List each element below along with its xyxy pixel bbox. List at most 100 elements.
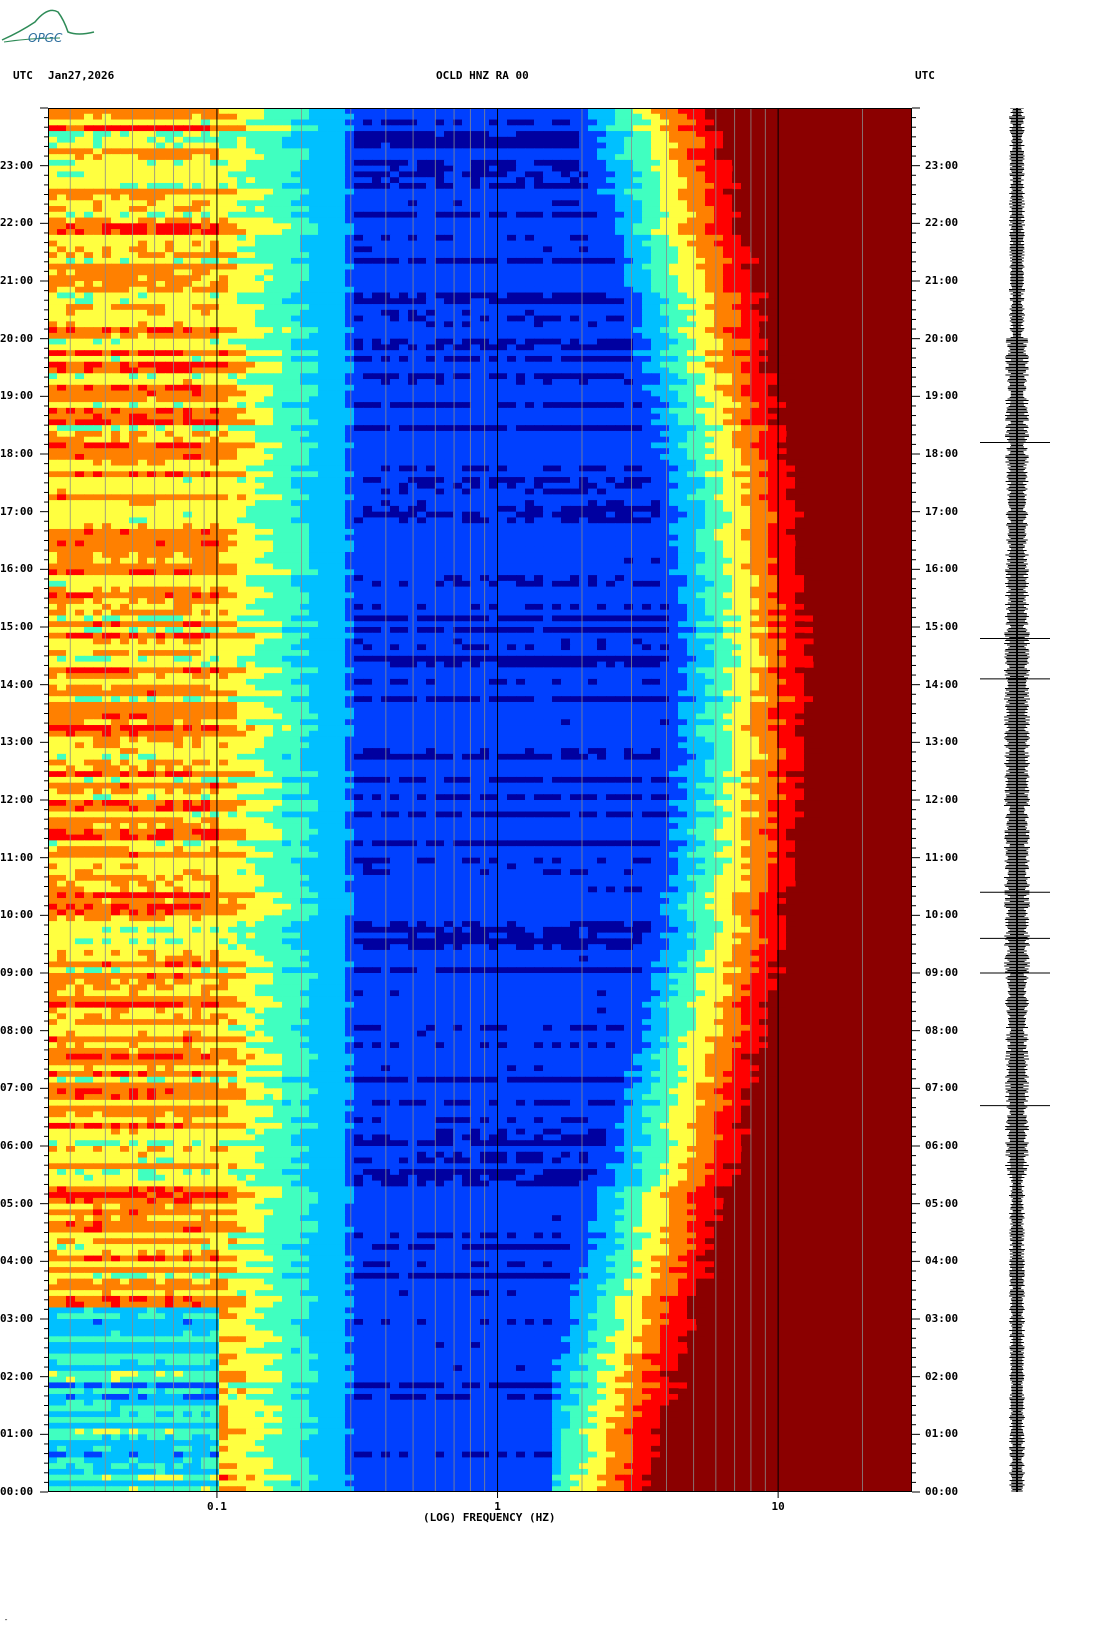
spectrogram-cell xyxy=(624,131,634,138)
spectrogram-cell xyxy=(462,454,472,461)
spectrogram-cell xyxy=(120,136,130,143)
spectrogram-cell xyxy=(426,436,436,443)
spectrogram-cell xyxy=(165,223,175,230)
spectrogram-cell xyxy=(696,200,706,207)
spectrogram-cell xyxy=(102,373,112,380)
spectrogram-cell xyxy=(246,136,256,143)
spectrogram-cell xyxy=(93,286,103,293)
spectrogram-cell xyxy=(102,165,112,172)
spectrogram-cell xyxy=(453,459,463,466)
spectrogram-cell xyxy=(723,275,733,282)
spectrogram-cell xyxy=(57,465,67,472)
spectrogram-cell xyxy=(93,407,103,415)
spectrogram-cell xyxy=(471,407,481,415)
spectrogram-cell xyxy=(678,125,688,132)
spectrogram-cell xyxy=(273,298,283,305)
spectrogram-cell xyxy=(597,177,607,184)
spectrogram-cell xyxy=(642,275,652,282)
spectrogram-cell xyxy=(642,182,652,190)
spectrogram-cell xyxy=(174,367,184,374)
spectrogram-cell xyxy=(687,430,697,438)
spectrogram-cell xyxy=(642,379,652,386)
spectrogram-cell xyxy=(318,234,328,242)
spectrogram-cell xyxy=(201,246,211,253)
spectrogram-cell xyxy=(579,246,589,253)
spectrogram-cell xyxy=(354,436,364,443)
spectrogram-cell xyxy=(579,223,589,230)
spectrogram-cell xyxy=(84,136,94,143)
spectrogram-cell xyxy=(219,367,229,374)
spectrogram-cell xyxy=(255,182,265,190)
spectrogram-cell xyxy=(174,257,184,265)
spectrogram-cell xyxy=(120,344,130,351)
spectrogram-cell xyxy=(678,419,688,426)
spectrogram-cell xyxy=(660,211,670,218)
spectrogram-cell xyxy=(111,355,121,363)
spectrogram-cell xyxy=(723,298,733,305)
spectrogram-cell xyxy=(363,419,373,426)
spectrogram-cell xyxy=(417,165,427,172)
spectrogram-cell xyxy=(309,379,319,386)
spectrogram-cell xyxy=(57,384,67,391)
spectrogram-cell xyxy=(588,229,598,236)
spectrogram-cell xyxy=(210,229,220,236)
spectrogram-cell xyxy=(741,361,751,368)
spectrogram-cell xyxy=(48,171,58,178)
spectrogram-cell xyxy=(210,159,220,167)
spectrogram-cell xyxy=(678,332,688,340)
spectrogram-cell xyxy=(57,252,67,259)
spectrogram-cell xyxy=(642,292,652,299)
spectrogram-cell xyxy=(129,309,139,316)
spectrogram-cell xyxy=(543,459,553,466)
spectrogram-cell xyxy=(759,367,769,374)
spectrogram-cell xyxy=(759,373,769,380)
spectrogram-cell xyxy=(372,459,382,466)
spectrogram-cell xyxy=(606,315,616,322)
spectrogram-cell xyxy=(93,321,103,328)
spectrogram-cell xyxy=(246,327,256,334)
spectrogram-cell xyxy=(228,113,238,120)
spectrogram-cell xyxy=(543,252,553,259)
spectrogram-cell xyxy=(363,200,373,207)
spectrogram-cell xyxy=(651,338,661,345)
spectrogram-cell xyxy=(201,154,211,161)
spectrogram-cell xyxy=(138,142,148,149)
spectrogram-cell xyxy=(570,332,580,340)
spectrogram-cell xyxy=(57,246,67,253)
spectrogram-cell xyxy=(498,171,508,178)
spectrogram-cell xyxy=(507,240,517,247)
spectrogram-cell xyxy=(219,108,229,115)
spectrogram-cell xyxy=(210,286,220,293)
spectrogram-cell xyxy=(120,298,130,305)
spectrogram-cell xyxy=(138,413,148,420)
spectrogram-cell xyxy=(228,211,238,218)
spectrogram-cell xyxy=(174,315,184,322)
spectrogram-cell xyxy=(507,281,517,288)
spectrogram-cell xyxy=(183,379,193,386)
spectrogram-cell xyxy=(327,454,337,461)
spectrogram-cell xyxy=(633,286,643,293)
spectrogram-cell xyxy=(525,194,535,201)
spectrogram-cell xyxy=(48,332,58,340)
spectrogram-cell xyxy=(327,430,337,438)
spectrogram-cell xyxy=(345,257,355,265)
spectrogram-cell xyxy=(714,292,724,299)
spectrogram-cell xyxy=(192,281,202,288)
spectrogram-cell xyxy=(354,379,364,386)
spectrogram-cell xyxy=(363,113,373,120)
spectrogram-cell xyxy=(435,332,445,340)
spectrogram-cell xyxy=(363,465,373,472)
spectrogram-cell xyxy=(516,286,526,293)
spectrogram-cell xyxy=(651,327,661,334)
spectrogram-cell xyxy=(309,402,319,409)
spectrogram-cell xyxy=(642,159,652,167)
spectrogram-cell xyxy=(75,430,85,438)
spectrogram-cell xyxy=(489,402,499,409)
spectrogram-cell xyxy=(147,275,157,282)
spectrogram-cell xyxy=(525,298,535,305)
spectrogram-cell xyxy=(570,425,580,432)
spectrogram-cell xyxy=(354,459,364,466)
spectrogram-cell xyxy=(552,448,562,455)
spectrogram-cell xyxy=(138,396,148,403)
spectrogram-cell xyxy=(201,234,211,242)
